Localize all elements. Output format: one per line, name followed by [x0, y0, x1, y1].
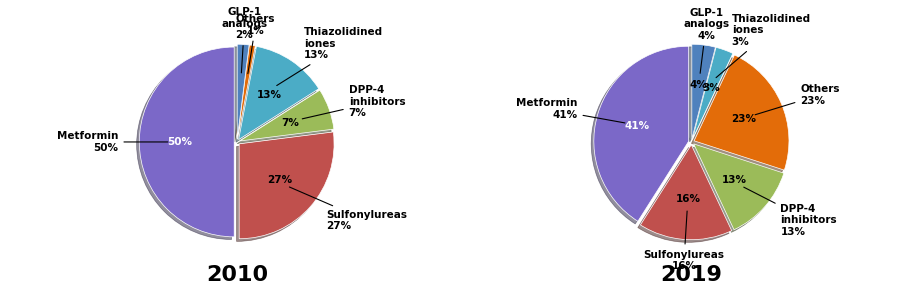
- Wedge shape: [238, 45, 255, 139]
- Text: 13%: 13%: [257, 90, 282, 100]
- Text: Metformin
50%: Metformin 50%: [57, 131, 168, 153]
- Text: 13%: 13%: [722, 175, 746, 185]
- Text: DPP-4
inhibitors
7%: DPP-4 inhibitors 7%: [303, 85, 405, 119]
- Text: Sulfonylureas
27%: Sulfonylureas 27%: [290, 187, 407, 231]
- Wedge shape: [640, 145, 732, 240]
- Text: Thiazolidined
iones
3%: Thiazolidined iones 3%: [716, 14, 811, 78]
- Text: 3%: 3%: [702, 84, 720, 93]
- Wedge shape: [238, 46, 319, 139]
- Text: 23%: 23%: [731, 114, 757, 124]
- Text: Thiazolidined
iones
13%: Thiazolidined iones 13%: [277, 27, 383, 86]
- Text: 4%: 4%: [690, 80, 708, 90]
- Text: 16%: 16%: [676, 194, 701, 204]
- Text: 27%: 27%: [267, 175, 293, 185]
- Wedge shape: [594, 46, 689, 221]
- Title: 2019: 2019: [660, 265, 723, 285]
- Wedge shape: [692, 47, 733, 139]
- Wedge shape: [691, 44, 715, 139]
- Wedge shape: [239, 132, 334, 239]
- Title: 2010: 2010: [206, 265, 268, 285]
- Text: Others
1%: Others 1%: [236, 14, 275, 74]
- Text: Metformin
41%: Metformin 41%: [516, 98, 625, 123]
- Text: 41%: 41%: [624, 121, 649, 131]
- Text: 50%: 50%: [168, 137, 193, 147]
- Wedge shape: [139, 47, 234, 237]
- Text: DPP-4
inhibitors
13%: DPP-4 inhibitors 13%: [744, 187, 837, 237]
- Text: Others
23%: Others 23%: [755, 84, 840, 115]
- Wedge shape: [239, 90, 334, 141]
- Text: GLP-1
analogs
2%: GLP-1 analogs 2%: [221, 7, 268, 73]
- Text: GLP-1
analogs
4%: GLP-1 analogs 4%: [683, 8, 729, 73]
- Wedge shape: [693, 144, 784, 230]
- Wedge shape: [238, 44, 249, 139]
- Wedge shape: [694, 55, 789, 170]
- Text: Sulfonylureas
16%: Sulfonylureas 16%: [644, 211, 724, 271]
- Text: 7%: 7%: [282, 118, 300, 128]
